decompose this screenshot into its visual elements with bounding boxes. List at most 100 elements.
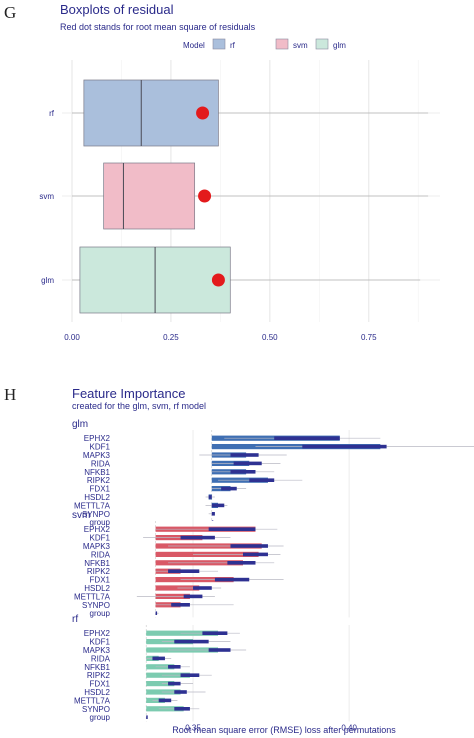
feature-label: NFKB1 bbox=[84, 559, 110, 568]
importance-box bbox=[174, 707, 190, 711]
feature-label: HSDL2 bbox=[84, 584, 110, 593]
feature-label: SYNPO bbox=[82, 705, 110, 714]
feature-label: NFKB1 bbox=[84, 663, 110, 672]
facet-label-glm: glm bbox=[72, 419, 88, 430]
feature-label: MAPK3 bbox=[83, 646, 111, 655]
y-tick-label-glm: glm bbox=[41, 276, 54, 285]
feature-label: KDF1 bbox=[90, 534, 111, 543]
y-tick-label-rf: rf bbox=[49, 109, 55, 118]
legend-swatch-svm bbox=[275, 38, 289, 50]
feature-label: RIPK2 bbox=[87, 567, 111, 576]
boxplot-subtitle: Red dot stands for root mean square of r… bbox=[60, 22, 256, 32]
feature-importance-title: Feature Importance bbox=[72, 386, 185, 401]
legend-swatch-glm bbox=[315, 38, 329, 50]
importance-box bbox=[208, 527, 256, 531]
importance-box bbox=[227, 561, 256, 565]
legend-swatch-rf bbox=[212, 38, 226, 50]
importance-box bbox=[230, 453, 259, 457]
feature-label: RIDA bbox=[91, 459, 111, 468]
feature-label: RIDA bbox=[91, 654, 111, 663]
feature-label: METTL7A bbox=[74, 592, 111, 601]
importance-box bbox=[183, 594, 203, 599]
rmse-dot-rf bbox=[196, 106, 210, 120]
importance-box bbox=[242, 552, 268, 557]
x-tick-label: 0.50 bbox=[262, 333, 278, 342]
feature-label: SYNPO bbox=[82, 601, 110, 610]
box-rf bbox=[83, 79, 219, 147]
importance-box bbox=[168, 569, 200, 573]
legend-label-rf: rf bbox=[230, 41, 236, 50]
boxplot-plot: 0.00 0.25 0.50 0.75 rf svm glm bbox=[39, 60, 440, 342]
x-tick-label: 0.00 bbox=[64, 333, 80, 342]
importance-box bbox=[211, 503, 225, 508]
importance-box bbox=[171, 603, 190, 607]
y-tick-label-svm: svm bbox=[39, 192, 54, 201]
importance-box bbox=[168, 665, 181, 669]
importance-box bbox=[230, 544, 268, 548]
feature-label: RIPK2 bbox=[87, 476, 111, 485]
x-tick-label: 0.75 bbox=[361, 333, 377, 342]
feature-label: RIPK2 bbox=[87, 671, 111, 680]
feature-label: group bbox=[90, 713, 111, 722]
feature-label: EPHX2 bbox=[84, 434, 111, 443]
x-tick-label: 0.25 bbox=[163, 333, 179, 342]
legend-title: Model bbox=[183, 41, 205, 50]
importance-box bbox=[230, 470, 256, 474]
importance-box bbox=[211, 512, 215, 516]
feature-label: NFKB1 bbox=[84, 468, 110, 477]
importance-box bbox=[174, 639, 209, 644]
importance-box bbox=[180, 673, 200, 677]
feature-importance-subtitle: created for the glm, svm, rf model bbox=[72, 401, 206, 411]
feature-label: MAPK3 bbox=[83, 451, 111, 460]
feature-label: group bbox=[90, 609, 111, 618]
feature-label: FDX1 bbox=[90, 485, 111, 494]
feature-label: HSDL2 bbox=[84, 493, 110, 502]
panel-letter-h: H bbox=[4, 385, 16, 404]
boxplot-legend: Model rf svm glm bbox=[183, 38, 346, 50]
box-svm bbox=[103, 162, 196, 230]
importance-bar-rf bbox=[146, 681, 175, 687]
facet-label-svm: svm bbox=[72, 510, 90, 521]
feature-label: EPHX2 bbox=[84, 629, 111, 638]
importance-box bbox=[202, 631, 228, 635]
importance-box bbox=[155, 611, 158, 615]
legend-label-glm: glm bbox=[333, 41, 346, 50]
x-tick-label: 0.35 bbox=[185, 723, 201, 732]
importance-box bbox=[208, 495, 212, 499]
importance-box bbox=[146, 715, 148, 719]
importance-box bbox=[221, 486, 237, 491]
importance-box bbox=[158, 698, 172, 703]
importance-box bbox=[249, 478, 275, 482]
importance-box bbox=[152, 656, 165, 661]
feature-label: FDX1 bbox=[90, 576, 111, 585]
importance-box bbox=[168, 681, 181, 686]
x-tick-label: 0.40 bbox=[341, 723, 357, 732]
importance-box bbox=[274, 436, 340, 440]
feature-label: METTL7A bbox=[74, 696, 111, 705]
importance-box bbox=[180, 535, 215, 540]
feature-label: METTL7A bbox=[74, 501, 111, 510]
feature-label: group bbox=[90, 518, 111, 527]
panel-letter-g: G bbox=[4, 3, 16, 22]
feature-label: RIDA bbox=[91, 550, 111, 559]
feature-label: MAPK3 bbox=[83, 542, 111, 551]
feature-label: EPHX2 bbox=[84, 525, 111, 534]
importance-box bbox=[214, 577, 250, 582]
feature-label: KDF1 bbox=[90, 443, 111, 452]
importance-box bbox=[208, 648, 231, 652]
feature-label: KDF1 bbox=[90, 638, 111, 647]
x-axis-label: Root mean square error (RMSE) loss after… bbox=[172, 725, 396, 735]
facet-label-rf: rf bbox=[72, 614, 78, 625]
feature-label: FDX1 bbox=[90, 680, 111, 689]
feature-label: HSDL2 bbox=[84, 688, 110, 697]
rmse-dot-glm bbox=[211, 273, 225, 287]
importance-box bbox=[174, 690, 187, 694]
legend-label-svm: svm bbox=[293, 41, 308, 50]
importance-box bbox=[193, 586, 212, 590]
feature-importance-plot: glmEPHX2KDF1MAPK3RIDANFKB1RIPK2FDX1HSDL2… bbox=[72, 419, 474, 732]
importance-box bbox=[302, 444, 387, 449]
importance-box bbox=[233, 461, 262, 466]
boxplot-title: Boxplots of residual bbox=[60, 2, 174, 17]
feature-label: SYNPO bbox=[82, 510, 110, 519]
